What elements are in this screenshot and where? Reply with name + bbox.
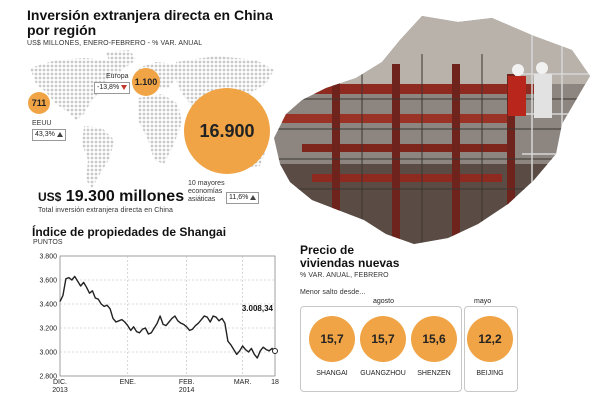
eeuu-var: 43,3%: [35, 131, 55, 138]
y-tick-label: 3.800: [39, 254, 57, 261]
europa-bubble: 1.100: [132, 68, 160, 96]
x-tick-label: MAR.: [234, 379, 252, 386]
europa-var: -13,8%: [97, 84, 120, 91]
housing-subtitle: % VAR. ANUAL, FEBRERO: [300, 272, 389, 279]
housing-title: Precio de viviendas nuevas: [300, 244, 399, 270]
asia-label: 10 mayores economías asiáticas: [188, 180, 225, 204]
down-arrow-icon: [121, 84, 128, 90]
europa-var-box: -13,8%: [94, 82, 131, 94]
y-tick-label: 3.200: [39, 326, 57, 333]
asia-label-l2: economías: [188, 188, 223, 195]
city-circle-guangzhou: 15,7: [360, 316, 406, 362]
housing-caption: Menor salto desde...: [300, 289, 366, 296]
housing-title-l1: Precio de: [300, 243, 355, 257]
city-value: 12,2: [478, 332, 502, 346]
housing-title-l2: viviendas nuevas: [300, 256, 400, 270]
north-america-shape: [30, 58, 122, 120]
y-tick-label: 3.400: [39, 302, 57, 309]
eeuu-var-box: 43,3%: [32, 129, 66, 141]
index-series-line: [59, 275, 276, 359]
fdi-total-caption: Total inversión extranjera directa en Ch…: [38, 207, 174, 214]
chart-frame: [59, 255, 276, 377]
city-value: 15,7: [320, 332, 344, 346]
group-mayo-box: [464, 306, 518, 392]
city-name-beijing: BEIJING: [476, 370, 504, 377]
last-value-point: [272, 348, 278, 355]
city-circle-shenzen: 15,6: [411, 316, 457, 362]
x-tick-label: DIC.: [53, 379, 67, 386]
fdi-total: US$ 19.300 millones: [38, 188, 184, 206]
y-tick-label: 3.000: [39, 350, 57, 357]
city-circle-beijing: 12,2: [467, 316, 513, 362]
x-tick-label: 18: [271, 379, 279, 386]
x-tick-label-year: 2013: [52, 387, 68, 394]
group-mayo-label: mayo: [474, 298, 492, 305]
chart-title: Índice de propiedades de Shangai: [32, 225, 227, 239]
eeuu-value: 711: [31, 98, 47, 108]
asia-bubble: 16.900: [184, 88, 270, 174]
x-tick-label: FEB.: [179, 379, 195, 386]
city-value: 15,6: [422, 332, 446, 346]
asia-value: 16.900: [199, 120, 255, 141]
group-agosto-label: agosto: [373, 298, 395, 305]
group-agosto-box: [300, 306, 462, 392]
europa-value: 1.100: [134, 77, 158, 87]
eeuu-label: EEUU: [32, 120, 52, 127]
asia-label-l1: 10 mayores: [188, 180, 225, 187]
city-value: 15,7: [371, 332, 395, 346]
asia-var-box: 11,6%: [226, 192, 260, 204]
china-construction-photo: [274, 16, 590, 244]
africa-shape: [138, 94, 182, 164]
fdi-total-value: 19.300 millones: [65, 188, 185, 205]
last-value-label: 3.008,34: [242, 304, 274, 313]
y-tick-label: 3.600: [39, 278, 57, 285]
fdi-title-line2: por región: [27, 22, 97, 38]
city-circle-shangai: 15,7: [309, 316, 355, 362]
up-arrow-icon: [250, 194, 257, 200]
south-america-shape: [82, 126, 114, 188]
fdi-title: Inversión extranjera directa en China po…: [27, 8, 277, 38]
fdi-subtitle: US$ MILLONES, ENERO-FEBRERO - % VAR. ANU…: [27, 40, 203, 47]
asia-label-l3: asiáticas: [188, 196, 216, 203]
fdi-title-line1: Inversión extranjera directa en China: [27, 7, 273, 23]
city-name-guangzhou: GUANGZHOU: [360, 370, 406, 377]
eeuu-bubble: 711: [28, 92, 50, 114]
chart-ylabel: PUNTOS: [33, 239, 63, 246]
europa-label: Europa: [106, 73, 129, 80]
x-tick-label: ENE.: [120, 379, 136, 386]
city-name-shangai: SHANGAI: [316, 370, 348, 377]
city-name-shenzen: SHENZEN: [417, 370, 451, 377]
up-arrow-icon: [56, 131, 63, 137]
greenland-shape: [106, 50, 136, 70]
fdi-total-prefix: US$: [38, 190, 62, 204]
x-tick-label-year: 2014: [179, 387, 195, 394]
asia-var: 11,6%: [229, 194, 249, 201]
y-tick-label: 2.800: [39, 374, 57, 381]
